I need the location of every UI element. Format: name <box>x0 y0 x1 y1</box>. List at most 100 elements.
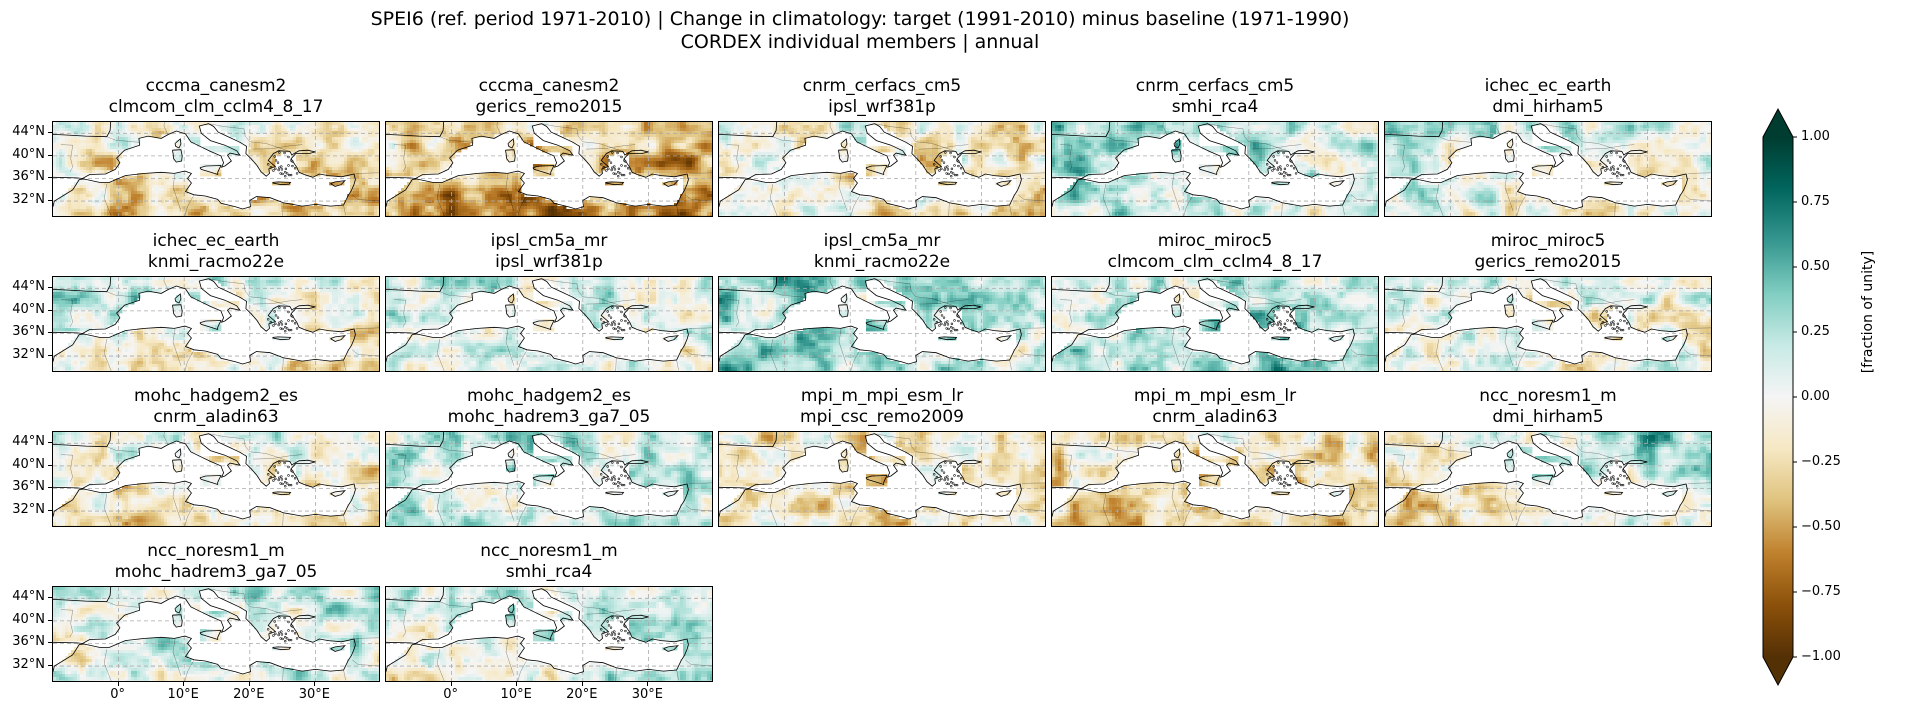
map-field <box>386 587 712 681</box>
y-tick <box>48 309 52 311</box>
panel-gcm-label: miroc_miroc5 <box>1384 231 1712 252</box>
panel-rcm-label: clmcom_clm_cclm4_8_17 <box>52 97 380 118</box>
y-tick-label: 40°N <box>3 147 45 162</box>
panel-title: mpi_m_mpi_esm_lr cnrm_aladin63 <box>1051 386 1379 428</box>
map-panel <box>718 276 1046 372</box>
map-panel <box>385 586 713 682</box>
map-panel <box>52 276 380 372</box>
map-field <box>386 122 712 216</box>
y-tick <box>48 177 52 179</box>
x-tick-label: 30°E <box>289 688 339 702</box>
map-panel <box>52 586 380 682</box>
map-field <box>1385 432 1711 526</box>
map-panel <box>385 276 713 372</box>
map-panel <box>1384 431 1712 527</box>
y-tick <box>48 510 52 512</box>
map-panel <box>718 121 1046 217</box>
figure-title: SPEI6 (ref. period 1971-2010) | Change i… <box>0 8 1720 31</box>
x-tick-label: 20°E <box>557 688 607 702</box>
map-field <box>719 432 1045 526</box>
panel-gcm-label: ipsl_cm5a_mr <box>385 231 713 252</box>
y-tick-label: 36°N <box>3 170 45 184</box>
y-tick <box>48 619 52 621</box>
y-tick-label: 36°N <box>3 480 45 494</box>
panel-title: mohc_hadgem2_es mohc_hadrem3_ga7_05 <box>385 386 713 428</box>
panel-rcm-label: gerics_remo2015 <box>1384 252 1712 273</box>
y-tick-label: 32°N <box>3 658 45 672</box>
panel-title: miroc_miroc5 clmcom_clm_cclm4_8_17 <box>1051 231 1379 273</box>
panel-rcm-label: ipsl_wrf381p <box>718 97 1046 118</box>
panel-gcm-label: cccma_canesm2 <box>52 76 380 97</box>
panel-gcm-label: miroc_miroc5 <box>1051 231 1379 252</box>
map-panel <box>1051 121 1379 217</box>
colorbar-tick-label: −1.00 <box>1801 650 1841 664</box>
y-tick-label: 32°N <box>3 193 45 207</box>
map-panel <box>1384 121 1712 217</box>
panel-rcm-label: mpi_csc_remo2009 <box>718 407 1046 428</box>
y-tick-label: 40°N <box>3 457 45 472</box>
panel-gcm-label: ipsl_cm5a_mr <box>718 231 1046 252</box>
y-tick-label: 44°N <box>3 125 45 139</box>
panel-title: ncc_noresm1_m mohc_hadrem3_ga7_05 <box>52 541 380 583</box>
y-tick <box>48 464 52 466</box>
panel-gcm-label: ichec_ec_earth <box>1384 76 1712 97</box>
panel-title: mohc_hadgem2_es cnrm_aladin63 <box>52 386 380 428</box>
y-tick <box>48 665 52 667</box>
panel-title: ipsl_cm5a_mr knmi_racmo22e <box>718 231 1046 273</box>
panel-gcm-label: ichec_ec_earth <box>52 231 380 252</box>
y-tick <box>48 132 52 134</box>
colorbar-tick-label: 0.50 <box>1801 260 1830 274</box>
panel-rcm-label: cnrm_aladin63 <box>1051 407 1379 428</box>
panel-title: mpi_m_mpi_esm_lr mpi_csc_remo2009 <box>718 386 1046 428</box>
colorbar-tick-label: −0.50 <box>1801 520 1841 534</box>
colorbar-tick-label: −0.75 <box>1801 585 1841 599</box>
map-panel <box>385 121 713 217</box>
map-field <box>1385 277 1711 371</box>
map-field <box>53 587 379 681</box>
figure-subtitle: CORDEX individual members | annual <box>0 31 1720 54</box>
x-tick <box>248 682 250 686</box>
panel-rcm-label: knmi_racmo22e <box>52 252 380 273</box>
x-tick-label: 10°E <box>158 688 208 702</box>
colorbar-tick-label: 0.00 <box>1801 390 1830 404</box>
colorbar-tick-label: 0.75 <box>1801 195 1830 209</box>
panel-title: ichec_ec_earth dmi_hirham5 <box>1384 76 1712 118</box>
y-tick <box>48 597 52 599</box>
x-tick-label: 30°E <box>622 688 672 702</box>
y-tick <box>48 287 52 289</box>
panel-title: cnrm_cerfacs_cm5 ipsl_wrf381p <box>718 76 1046 118</box>
x-tick-label: 0° <box>426 688 476 702</box>
map-field <box>386 432 712 526</box>
map-panel <box>385 431 713 527</box>
y-tick <box>48 642 52 644</box>
panel-gcm-label: ncc_noresm1_m <box>52 541 380 562</box>
x-tick <box>183 682 185 686</box>
panel-title: ipsl_cm5a_mr ipsl_wrf381p <box>385 231 713 273</box>
y-tick-label: 44°N <box>3 435 45 449</box>
y-tick <box>48 487 52 489</box>
map-panel <box>52 431 380 527</box>
x-tick <box>647 682 649 686</box>
y-tick <box>48 200 52 202</box>
panel-rcm-label: smhi_rca4 <box>1051 97 1379 118</box>
map-field <box>53 122 379 216</box>
x-tick <box>314 682 316 686</box>
x-tick-label: 20°E <box>224 688 274 702</box>
y-tick-label: 40°N <box>3 612 45 627</box>
panel-gcm-label: ncc_noresm1_m <box>1384 386 1712 407</box>
panel-gcm-label: cccma_canesm2 <box>385 76 713 97</box>
panel-title: ichec_ec_earth knmi_racmo22e <box>52 231 380 273</box>
y-tick <box>48 442 52 444</box>
colorbar-tick-label: −0.25 <box>1801 455 1841 469</box>
map-field <box>53 432 379 526</box>
y-tick-label: 36°N <box>3 635 45 649</box>
map-panel <box>1384 276 1712 372</box>
map-field <box>719 277 1045 371</box>
y-tick <box>48 355 52 357</box>
y-tick-label: 32°N <box>3 348 45 362</box>
map-field <box>1052 432 1378 526</box>
colorbar-tick-label: 0.25 <box>1801 325 1830 339</box>
panel-rcm-label: clmcom_clm_cclm4_8_17 <box>1051 252 1379 273</box>
y-tick <box>48 154 52 156</box>
